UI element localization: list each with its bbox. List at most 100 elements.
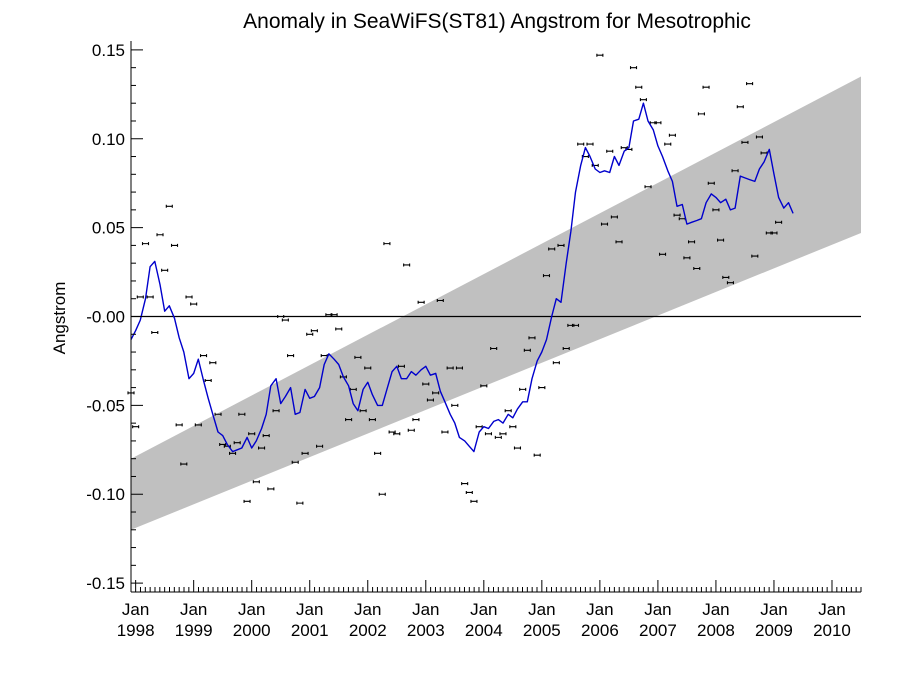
data-point-39 — [316, 444, 324, 448]
data-point-2 — [136, 295, 144, 299]
data-point-43 — [335, 327, 343, 331]
data-point-104 — [629, 66, 638, 70]
x-tick-year-3: 2001 — [291, 621, 329, 640]
data-point-48 — [359, 409, 367, 413]
x-tick-month-11: Jan — [760, 600, 787, 619]
data-point-111 — [664, 142, 672, 146]
data-point-130 — [755, 135, 763, 139]
data-point-69 — [461, 482, 469, 486]
data-point-99 — [606, 149, 614, 153]
data-point-126 — [736, 105, 744, 109]
data-point-26 — [252, 480, 260, 484]
data-point-113 — [673, 213, 681, 217]
data-point-34 — [291, 460, 299, 464]
data-point-66 — [446, 366, 454, 370]
data-point-51 — [374, 451, 382, 455]
data-point-86 — [542, 274, 551, 278]
monthly-points-layer — [128, 53, 783, 505]
data-point-16 — [204, 378, 212, 382]
data-point-54 — [388, 430, 396, 434]
data-point-38 — [310, 329, 318, 333]
data-point-109 — [654, 121, 662, 125]
x-tick-month-6: Jan — [470, 600, 497, 619]
data-point-33 — [287, 354, 295, 358]
data-point-80 — [513, 446, 522, 450]
data-point-72 — [475, 425, 483, 429]
data-point-88 — [552, 361, 560, 365]
x-tick-year-9: 2007 — [639, 621, 677, 640]
data-point-42 — [330, 313, 338, 317]
data-point-127 — [741, 140, 749, 144]
data-point-19 — [219, 442, 227, 446]
x-tick-month-5: Jan — [412, 600, 439, 619]
data-point-6 — [156, 233, 164, 237]
x-tick-month-1: Jan — [180, 600, 207, 619]
data-point-90 — [562, 346, 570, 350]
data-point-65 — [441, 430, 449, 434]
data-point-73 — [480, 384, 488, 388]
data-point-118 — [697, 112, 705, 116]
data-point-119 — [702, 85, 710, 89]
data-point-78 — [504, 409, 512, 413]
data-point-121 — [712, 208, 720, 212]
data-point-32 — [281, 318, 289, 322]
data-point-22 — [233, 441, 241, 445]
data-point-95 — [586, 142, 594, 146]
data-point-18 — [214, 412, 222, 416]
data-point-123 — [722, 275, 730, 279]
x-tick-year-10: 2008 — [697, 621, 735, 640]
data-point-117 — [693, 267, 701, 271]
data-point-125 — [731, 169, 739, 173]
data-point-52 — [378, 492, 386, 496]
data-point-120 — [707, 181, 715, 185]
data-point-28 — [262, 434, 270, 438]
x-tick-month-0: Jan — [122, 600, 149, 619]
data-point-107 — [644, 185, 652, 189]
data-point-101 — [615, 240, 623, 244]
smoothed-line — [130, 102, 794, 453]
data-point-24 — [243, 499, 251, 503]
data-point-50 — [368, 418, 376, 422]
data-point-64 — [436, 299, 444, 303]
data-point-75 — [490, 346, 498, 350]
data-point-122 — [717, 238, 725, 242]
data-point-23 — [238, 412, 246, 416]
x-tick-year-7: 2005 — [523, 621, 561, 640]
data-point-81 — [519, 387, 527, 391]
data-point-70 — [465, 490, 473, 494]
data-point-62 — [426, 398, 434, 402]
data-point-4 — [146, 295, 154, 299]
y-tick-label-0: -0.15 — [86, 574, 125, 593]
x-tick-year-11: 2009 — [755, 621, 793, 640]
data-point-12 — [185, 295, 193, 299]
data-point-74 — [484, 432, 493, 436]
data-point-93 — [577, 142, 585, 146]
data-point-133 — [770, 231, 778, 235]
y-tick-label-5: 0.10 — [92, 130, 125, 149]
data-point-30 — [272, 409, 280, 413]
data-point-116 — [688, 240, 696, 244]
data-point-56 — [397, 364, 405, 368]
data-point-97 — [596, 53, 604, 57]
trend-band — [131, 76, 861, 530]
x-tick-month-10: Jan — [702, 600, 729, 619]
data-point-27 — [258, 446, 266, 450]
data-point-8 — [165, 204, 173, 208]
data-point-68 — [455, 366, 463, 370]
data-point-17 — [209, 361, 217, 365]
data-point-89 — [557, 243, 565, 247]
x-tick-month-7: Jan — [528, 600, 555, 619]
data-point-112 — [668, 133, 676, 137]
data-point-128 — [746, 82, 754, 86]
data-point-85 — [538, 386, 546, 390]
data-point-21 — [229, 451, 237, 455]
data-point-59 — [412, 418, 420, 422]
data-point-29 — [267, 487, 275, 491]
data-point-87 — [548, 247, 556, 251]
data-point-37 — [306, 332, 314, 336]
x-tick-year-0: 1998 — [117, 621, 155, 640]
x-tick-month-3: Jan — [296, 600, 323, 619]
x-tick-month-8: Jan — [586, 600, 613, 619]
data-point-55 — [393, 432, 401, 436]
